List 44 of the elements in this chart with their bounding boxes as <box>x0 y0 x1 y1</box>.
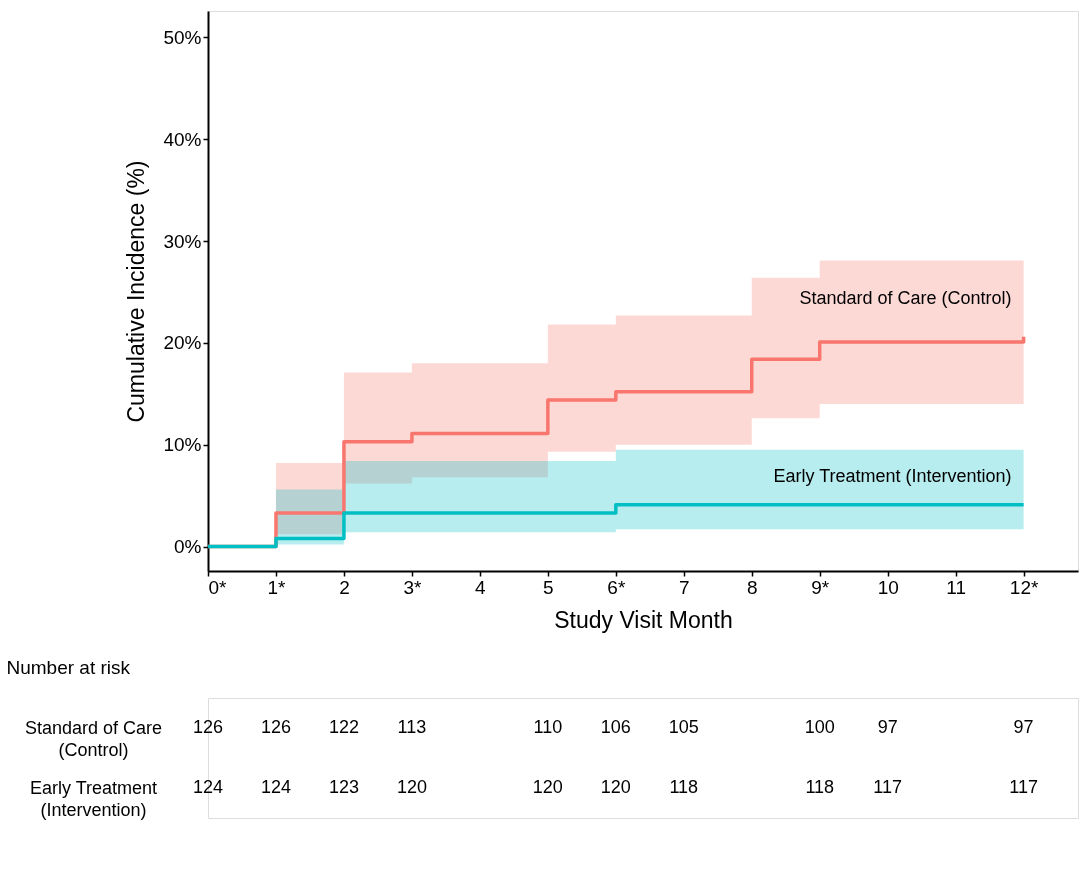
data-label: 123 <box>328 777 359 797</box>
data-label: 113 <box>397 717 427 737</box>
y-tick-label: 40% <box>163 128 202 150</box>
data-label: 124 <box>192 777 224 797</box>
y-tick-label: 30% <box>163 230 202 252</box>
data-label: 117 <box>1009 777 1038 797</box>
x-axis-title: Study Visit Month <box>554 606 733 633</box>
x-tick-label: 7 <box>678 576 690 598</box>
data-label: 97 <box>877 717 898 737</box>
x-tick-label: 2 <box>339 576 350 598</box>
x-tick-label: 4 <box>475 576 487 598</box>
data-label: 122 <box>328 717 359 737</box>
data-label: 117 <box>873 777 903 797</box>
x-tick-label: 5 <box>543 576 554 598</box>
x-tick-label: 6* <box>607 576 626 598</box>
x-tick-label: 11 <box>946 576 967 598</box>
data-label: 126 <box>260 717 291 737</box>
y-axis-title: Cumulative Incidence (%) <box>123 160 150 423</box>
data-label: 120 <box>600 777 631 797</box>
x-tick-label: 10 <box>877 576 899 598</box>
data-label: 110 <box>533 717 563 737</box>
y-tick-label: 10% <box>163 434 202 456</box>
x-tick-label: 12* <box>1009 576 1039 598</box>
data-label: 118 <box>669 777 699 797</box>
data-label: 118 <box>805 777 835 797</box>
y-tick-label: 0% <box>174 536 202 558</box>
data-label: 97 <box>1013 717 1034 737</box>
chart-title: Number at risk <box>6 657 131 678</box>
data-label: 105 <box>668 717 699 737</box>
data-label: 120 <box>532 777 563 797</box>
series-label: Early Treatment (Intervention) <box>773 466 1012 487</box>
x-tick-label: 3* <box>403 576 422 598</box>
data-label: 100 <box>804 717 835 737</box>
y-tick-label: 20% <box>163 332 202 354</box>
x-tick-label: 1* <box>267 576 287 598</box>
y-tick-label: 50% <box>163 26 202 48</box>
x-tick-label: 9* <box>811 576 830 598</box>
data-label: 106 <box>600 717 631 737</box>
data-label: 120 <box>396 777 427 797</box>
data-label: 126 <box>192 717 224 737</box>
x-tick-label: 8 <box>746 576 758 598</box>
x-tick-label: 0* <box>208 576 228 598</box>
series-label: Standard of Care (Control) <box>799 287 1012 308</box>
data-label: 124 <box>260 777 291 797</box>
